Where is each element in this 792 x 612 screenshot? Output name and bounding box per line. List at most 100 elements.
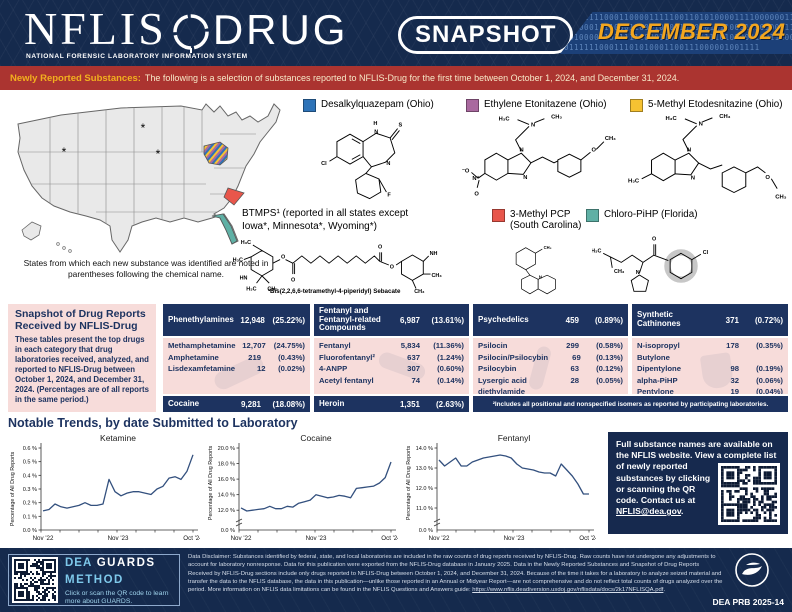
swatch-yellow xyxy=(630,99,643,112)
table-row: N-isopropyl Butylone 178 (0.35%) xyxy=(637,341,783,362)
svg-text:H₃C: H₃C xyxy=(592,248,601,254)
us-map: * * * xyxy=(17,103,281,253)
table-row: Pentylone 19 (0.04%) xyxy=(637,387,783,394)
table-footnote: ²Includes all positional and nonspecifie… xyxy=(473,396,788,412)
svg-text:S: S xyxy=(399,123,403,129)
table-row: Lisdexamfetamine 12 (0.02%) xyxy=(168,364,305,373)
svg-text:H₃C: H₃C xyxy=(233,257,243,263)
chloro-pihp-structure: H₃C CH₃ N O Cl xyxy=(592,237,709,292)
drug-wordmark: DRUG xyxy=(212,6,349,53)
table-row: 4-ANPP 307 (0.60%) xyxy=(319,364,464,373)
info-text-1: Full substance names are available on th… xyxy=(616,439,773,461)
svg-text:H₃C: H₃C xyxy=(246,286,256,292)
table-row: Fentanyl 5,834 (11.36%) xyxy=(319,341,464,350)
svg-text:F: F xyxy=(387,193,391,199)
legend-label: Chloro-PiHP (Florida) xyxy=(604,209,698,220)
table-row: Psilocybin 63 (0.12%) xyxy=(478,364,623,373)
guards-guards: GUARDS xyxy=(96,557,156,570)
svg-text:N: N xyxy=(699,122,703,128)
magnifier-ring-icon xyxy=(173,14,209,53)
swatch-teal xyxy=(586,209,599,222)
table-row: alpha-PiHP 32 (0.06%) xyxy=(637,375,783,385)
legend-label: 3-Methyl PCP (South Carolina) xyxy=(510,209,582,231)
map-hawaii xyxy=(56,242,60,246)
svg-text:O: O xyxy=(765,175,770,181)
svg-text:0.1 %: 0.1 % xyxy=(23,514,37,520)
svg-text:Percentage of All Drug Reports: Percentage of All Drug Reports xyxy=(406,446,412,521)
svg-text:CH₃: CH₃ xyxy=(551,115,562,121)
svg-text:Nov '22: Nov '22 xyxy=(429,535,450,542)
svg-text:⁻O: ⁻O xyxy=(462,168,470,174)
svg-text:Nov '23: Nov '23 xyxy=(108,535,129,542)
svg-text:H₃C: H₃C xyxy=(666,116,678,122)
snapshot-badge: SNAPSHOT xyxy=(398,16,574,54)
table-header-phenethylamines: Phenethylamines 12,948 (25.22%) xyxy=(163,304,310,336)
asterisk-iowa: * xyxy=(156,147,161,161)
svg-text:N: N xyxy=(386,161,390,167)
nflis-email-link[interactable]: NFLIS@dea.gov xyxy=(616,506,682,517)
svg-text:0.5 %: 0.5 % xyxy=(23,460,37,466)
svg-text:H₃C: H₃C xyxy=(628,179,640,185)
3-methyl-pcp-structure: CH₃ N xyxy=(515,245,556,295)
svg-text:12.0 %: 12.0 % xyxy=(416,486,433,492)
svg-text:0.0 %: 0.0 % xyxy=(221,528,235,534)
svg-text:N: N xyxy=(691,176,695,182)
legend-3-methyl-pcp: 3-Methyl PCP (South Carolina) xyxy=(492,209,602,231)
desalkylquazepam-structure: Cl H N S N F xyxy=(321,121,403,200)
svg-text:16.0 %: 16.0 % xyxy=(218,477,235,483)
svg-text:0.4 %: 0.4 % xyxy=(23,473,37,479)
footer-id: DEA PRB 2025-14 xyxy=(712,597,785,607)
svg-text:CH₃: CH₃ xyxy=(431,273,442,279)
svg-text:NH: NH xyxy=(430,251,438,257)
guards-dea: DEA xyxy=(65,557,93,570)
svg-text:CH₃: CH₃ xyxy=(414,289,425,294)
svg-text:Nov '23: Nov '23 xyxy=(306,535,327,542)
svg-text:CH₃: CH₃ xyxy=(719,114,730,120)
asterisk-minnesota: * xyxy=(141,121,146,135)
svg-text:Ketamine: Ketamine xyxy=(100,433,136,443)
map-caption: States from which each new substance was… xyxy=(23,258,269,279)
svg-text:0.2 %: 0.2 % xyxy=(23,501,37,507)
svg-text:O: O xyxy=(281,255,285,261)
header: NFLIS DRUG NATIONAL FORENSIC LABORATORY … xyxy=(0,0,792,66)
table-row: Psilocin/Psilocybin 69 (0.13%) xyxy=(478,352,623,362)
svg-text:Nov '23: Nov '23 xyxy=(504,535,525,542)
legend-desalkylquazepam: Desalkylquazepam (Ohio) xyxy=(303,99,461,112)
svg-text:Percentage of All Drug Reports: Percentage of All Drug Reports xyxy=(208,446,214,521)
logo-tagline: NATIONAL FORENSIC LABORATORY INFORMATION… xyxy=(26,53,248,60)
state-borders xyxy=(18,104,256,228)
issue-date: DECEMBER 2024 xyxy=(598,19,786,44)
chart-ketamine: Ketamine 0.0 % 0.1 % 0.2 % 0.3 % 0.4 % 0.5 % 0.… xyxy=(8,432,203,544)
newly-reported-banner: Newly Reported Substances: The following… xyxy=(0,66,792,90)
svg-text:0.0 %: 0.0 % xyxy=(23,528,37,534)
info-text-suffix: . xyxy=(681,506,684,517)
chart-fentanyl: Fentanyl 11.0 % 12.0 % 13.0 % 14.0 % 0.0 % Nov… xyxy=(404,432,599,544)
etodesnitazine-structure: H₃C CH₃ N N N H₃C O CH₃ xyxy=(628,114,787,201)
svg-text:O: O xyxy=(474,191,479,197)
svg-text:Nov '22: Nov '22 xyxy=(231,535,252,542)
swatch-blue xyxy=(303,99,316,112)
svg-text:HN: HN xyxy=(240,276,248,282)
disclaimer-link[interactable]: https://www.nflis.deadiversion.usdoj.gov… xyxy=(472,587,664,594)
svg-text:O: O xyxy=(291,277,295,283)
svg-text:18.0 %: 18.0 % xyxy=(218,462,235,468)
guards-qr-code[interactable] xyxy=(12,557,58,603)
svg-text:N: N xyxy=(539,275,542,280)
btmps-structure: H₃C H₃C HN H₃C CH₃ O O O O NH CH₃ CH₃ xyxy=(233,240,443,294)
btmps-footnote: ¹Bis(2,2,6,6-tetramethyl-4-piperidyl) Se… xyxy=(268,288,401,295)
table-header-cathinones: Synthetic Cathinones 371 (0.72%) xyxy=(632,304,788,336)
svg-text:N⁺: N⁺ xyxy=(472,175,479,182)
svg-text:11.0 %: 11.0 % xyxy=(416,506,433,512)
table-row: Acetyl fentanyl 74 (0.14%) xyxy=(319,375,464,385)
nflis-qr-code[interactable] xyxy=(718,463,780,526)
svg-text:Oct '24: Oct '24 xyxy=(183,535,200,542)
svg-text:H₃C: H₃C xyxy=(499,117,510,123)
snapshot-panel: Snapshot of Drug Reports Received by NFL… xyxy=(8,304,156,412)
issue-banner: 1001111100011000011111001101010000111100… xyxy=(560,12,792,54)
svg-text:CH₃: CH₃ xyxy=(775,194,786,200)
legend-ethylene-etonitazene: Ethylene Etonitazene (Ohio) xyxy=(466,99,630,112)
swatch-red xyxy=(492,209,505,222)
map-alaska xyxy=(21,221,42,241)
svg-text:Oct '24: Oct '24 xyxy=(579,535,596,542)
